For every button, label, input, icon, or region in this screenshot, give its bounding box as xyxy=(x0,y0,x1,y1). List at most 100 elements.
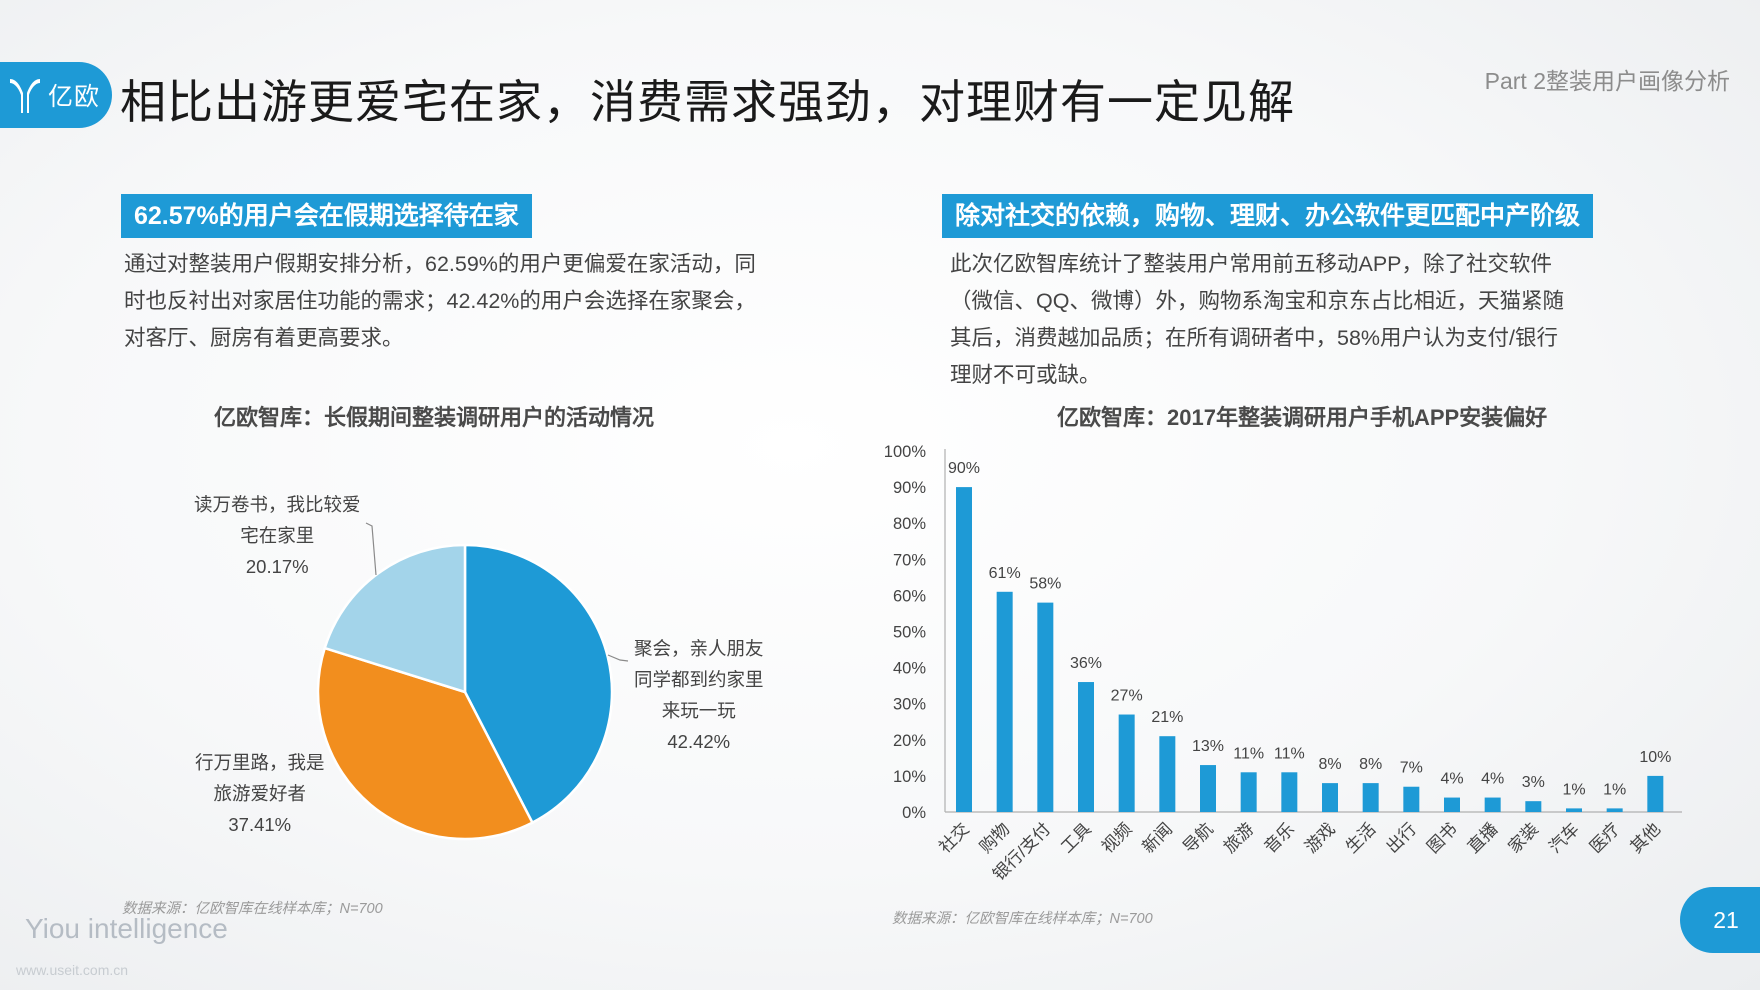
pie-label-line: 来玩一玩 xyxy=(661,700,736,721)
pie-label-line: 同学都到约家里 xyxy=(634,669,764,690)
bar xyxy=(996,591,1013,812)
watermark: Yiou intelligence xyxy=(25,913,228,944)
left-desc-line: 时也反衬出对家居住功能的需求；42.42%的用户会选择在家聚会， xyxy=(124,289,756,313)
x-tick-label: 导航 xyxy=(1179,819,1216,856)
bar-value-label: 61% xyxy=(989,565,1021,582)
x-tick-label: 旅游 xyxy=(1220,819,1257,856)
left-description: 通过对整装用户假期安排分析，62.59%的用户更偏爱在家活动，同 时也反衬出对家… xyxy=(124,246,756,357)
x-tick-label: 工具 xyxy=(1057,819,1094,856)
y-tick-label: 80% xyxy=(893,515,926,533)
x-tick-label: 生活 xyxy=(1342,819,1379,856)
bar-value-label: 7% xyxy=(1400,760,1423,777)
bar-value-label: 21% xyxy=(1151,709,1183,726)
y-tick-label: 50% xyxy=(893,624,926,642)
x-tick-label: 直播 xyxy=(1464,819,1501,856)
brand-logo: 亿欧 xyxy=(0,62,112,128)
bar xyxy=(1403,786,1420,812)
pie-leader-line-reading xyxy=(365,522,377,576)
right-desc-line: 此次亿欧智库统计了整装用户常用前五移动APP，除了社交软件 xyxy=(950,252,1553,276)
y-tick-label: 100% xyxy=(884,443,927,461)
bar xyxy=(1647,775,1664,812)
x-tick-label: 图书 xyxy=(1423,819,1460,856)
bar-value-label: 8% xyxy=(1359,756,1382,773)
bar xyxy=(1362,783,1379,812)
bar xyxy=(1322,783,1338,812)
pie-label-gathering: 聚会，亲人朋友 同学都到约家里 来玩一玩 42.42% xyxy=(634,633,764,757)
pie-leader-line-gathering xyxy=(607,654,629,662)
bar-chart-title: 亿欧智库：2017年整装调研用户手机APP安装偏好 xyxy=(1057,405,1548,430)
bar-value-label: 90% xyxy=(948,460,980,477)
page-number: 21 xyxy=(1680,887,1760,953)
right-description: 此次亿欧智库统计了整装用户常用前五移动APP，除了社交软件 （微信、QQ、微博）… xyxy=(950,246,1564,394)
pie-value-label: 20.17% xyxy=(245,556,309,577)
bar-value-label: 1% xyxy=(1603,781,1626,798)
x-tick-label: 新闻 xyxy=(1139,819,1176,856)
right-section-tag: 除对社交的依赖，购物、理财、办公软件更匹配中产阶级 xyxy=(942,194,1594,238)
bar-value-label: 3% xyxy=(1522,774,1545,791)
bar-value-label: 58% xyxy=(1029,576,1061,593)
right-desc-line: （微信、QQ、微博）外，购物系淘宝和京东占比相近，天猫紧随 xyxy=(950,289,1564,313)
bar xyxy=(1444,797,1460,812)
bar xyxy=(1525,801,1542,812)
pie-slice-travel xyxy=(316,646,535,841)
page-title: 相比出游更爱宅在家，消费需求强劲，对理财有一定见解 xyxy=(120,76,1295,128)
bar-value-label: 11% xyxy=(1233,745,1264,762)
yiou-logo-icon xyxy=(10,79,40,113)
section-label: Part 2整装用户画像分析 xyxy=(1484,68,1730,94)
bar xyxy=(1606,808,1623,812)
pie-slice-reading xyxy=(323,543,467,694)
x-tick-label: 视频 xyxy=(1098,819,1135,856)
bar-value-label: 1% xyxy=(1562,781,1585,798)
pie-label-line: 聚会，亲人朋友 xyxy=(634,638,764,659)
x-tick-label: 社交 xyxy=(935,819,972,856)
y-tick-label: 60% xyxy=(893,587,926,605)
x-tick-label: 医疗 xyxy=(1586,819,1623,856)
bar xyxy=(1200,765,1216,812)
y-tick-label: 70% xyxy=(893,551,926,569)
x-tick-label: 游戏 xyxy=(1301,819,1338,856)
pie-value-label: 42.42% xyxy=(667,731,731,752)
pie-label-line: 宅在家里 xyxy=(240,525,315,546)
bar-value-label: 13% xyxy=(1192,738,1224,755)
bar-value-label: 4% xyxy=(1440,771,1463,788)
right-data-source: 数据来源：亿欧智库在线样本库；N=700 xyxy=(892,911,1153,927)
x-tick-label: 汽车 xyxy=(1545,819,1582,856)
bar xyxy=(1281,772,1298,812)
bar xyxy=(1240,772,1257,812)
bar xyxy=(1159,736,1176,812)
pie-label-line: 行万里路，我是 xyxy=(195,752,325,773)
pie-slice-gathering xyxy=(463,543,614,825)
right-desc-line: 其后，消费越加品质；在所有调研者中，58%用户认为支付/银行 xyxy=(950,326,1559,350)
pie-value-label: 37.41% xyxy=(228,814,292,835)
pie-label-travel: 行万里路，我是 旅游爱好者 37.41% xyxy=(195,747,325,840)
pie-chart-title: 亿欧智库：长假期间整装调研用户的活动情况 xyxy=(214,405,655,430)
bar-value-label: 8% xyxy=(1318,756,1341,773)
x-tick-label: 其他 xyxy=(1627,819,1664,856)
y-tick-label: 30% xyxy=(893,696,926,714)
bar-value-label: 27% xyxy=(1111,688,1143,705)
pie-label-line: 读万卷书，我比较爱 xyxy=(194,494,361,515)
x-tick-label: 出行 xyxy=(1383,819,1420,856)
source-url: www.useit.com.cn xyxy=(16,962,129,978)
logo-text: 亿欧 xyxy=(48,83,101,111)
y-tick-label: 0% xyxy=(902,804,926,822)
bar xyxy=(1118,714,1135,812)
bar xyxy=(956,487,972,812)
y-tick-label: 90% xyxy=(893,479,926,497)
y-tick-label: 40% xyxy=(893,660,926,678)
left-desc-line: 对客厅、厨房有着更高要求。 xyxy=(124,326,404,350)
x-tick-label: 家装 xyxy=(1505,819,1542,856)
left-section-tag: 62.57%的用户会在假期选择待在家 xyxy=(121,194,532,238)
bar-value-label: 11% xyxy=(1274,745,1305,762)
x-tick-label: 音乐 xyxy=(1261,819,1298,856)
bar xyxy=(1037,602,1054,812)
y-tick-label: 20% xyxy=(893,732,926,750)
left-data-source: 数据来源：亿欧智库在线样本库；N=700 xyxy=(122,901,383,917)
left-desc-line: 通过对整装用户假期安排分析，62.59%的用户更偏爱在家活动，同 xyxy=(124,252,756,276)
bar-value-label: 4% xyxy=(1481,771,1504,788)
bar xyxy=(1566,808,1582,812)
pie-label-reading: 读万卷书，我比较爱 宅在家里 20.17% xyxy=(194,489,361,582)
y-tick-label: 10% xyxy=(893,768,926,786)
